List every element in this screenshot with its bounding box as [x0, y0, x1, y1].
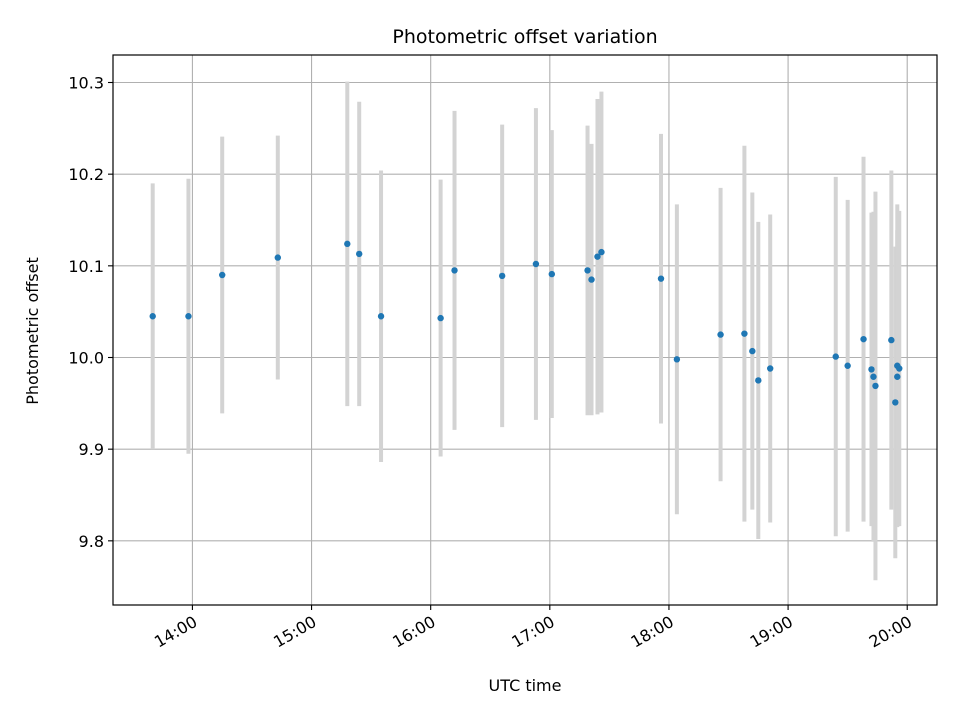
data-point [584, 267, 591, 274]
data-points [149, 240, 903, 406]
y-axis-title: Photometric offset [23, 257, 42, 405]
data-point [356, 250, 363, 258]
data-point [896, 365, 903, 372]
data-point [767, 365, 774, 372]
data-point [532, 260, 540, 268]
data-point [219, 271, 226, 279]
y-axis-ticks: 9.8 9.9 10.0 10.1 10.2 10.3 [68, 74, 113, 551]
data-point [860, 335, 867, 343]
plot-area [113, 55, 937, 605]
y-tick-label: 10.0 [68, 349, 104, 368]
data-point [594, 253, 601, 260]
data-point [548, 270, 556, 278]
data-point [274, 254, 281, 261]
y-tick-label: 10.3 [68, 74, 104, 93]
data-point [749, 347, 756, 355]
y-tick-label: 10.2 [68, 165, 104, 184]
data-point [832, 353, 839, 360]
data-point [657, 275, 665, 282]
x-axis-title: UTC time [489, 676, 562, 695]
data-point [888, 336, 895, 344]
data-point [185, 313, 192, 320]
data-point [872, 382, 879, 390]
data-point [844, 362, 851, 369]
data-point [755, 377, 762, 384]
data-point [598, 248, 605, 256]
data-point [498, 272, 506, 280]
data-point [894, 373, 901, 380]
y-tick-label: 9.8 [79, 532, 104, 551]
y-tick-label: 10.1 [68, 257, 104, 276]
data-point [717, 331, 724, 338]
data-point [149, 313, 156, 320]
data-point [868, 366, 875, 373]
grid [113, 55, 937, 605]
plot-frame [112, 54, 938, 606]
data-point [344, 240, 351, 248]
data-point [741, 330, 748, 337]
data-point [673, 356, 681, 363]
data-point [870, 373, 877, 380]
data-point [377, 313, 385, 320]
chart-title: Photometric offset variation [392, 26, 657, 48]
data-point [437, 314, 444, 322]
data-point [451, 267, 458, 274]
data-point [588, 276, 595, 283]
y-tick-label: 9.9 [79, 440, 104, 459]
data-point [892, 399, 899, 406]
